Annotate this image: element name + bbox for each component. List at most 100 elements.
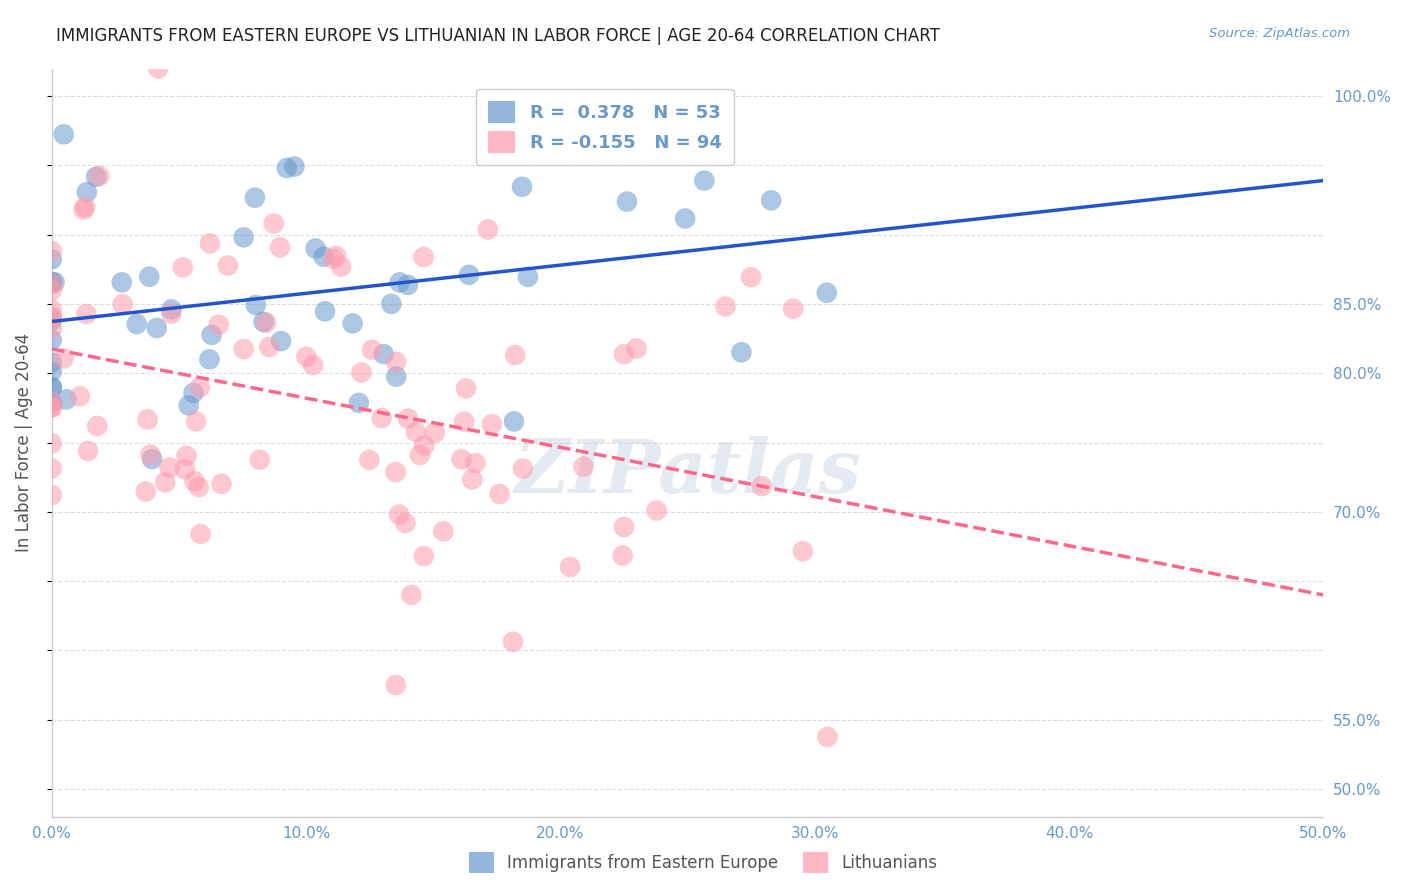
Point — [188, 380, 211, 394]
Point — [41, 284, 63, 298]
Point — [232, 230, 254, 244]
Point — [249, 452, 271, 467]
Point — [730, 345, 752, 359]
Point — [385, 369, 408, 384]
Point — [714, 300, 737, 314]
Point — [200, 327, 222, 342]
Point — [432, 524, 454, 539]
Point — [453, 415, 475, 429]
Point — [693, 173, 716, 187]
Point — [413, 438, 436, 452]
Point — [510, 179, 533, 194]
Point — [187, 480, 209, 494]
Point — [350, 366, 373, 380]
Legend: Immigrants from Eastern Europe, Lithuanians: Immigrants from Eastern Europe, Lithuani… — [463, 846, 943, 880]
Point — [761, 194, 783, 208]
Point — [322, 252, 344, 266]
Point — [55, 392, 77, 407]
Point — [183, 385, 205, 400]
Point — [176, 449, 198, 463]
Point — [388, 508, 411, 522]
Point — [325, 249, 347, 263]
Point — [243, 191, 266, 205]
Point — [41, 395, 63, 409]
Point — [190, 527, 212, 541]
Point — [481, 417, 503, 432]
Point — [139, 448, 162, 462]
Point — [558, 560, 581, 574]
Point — [183, 474, 205, 488]
Point — [145, 321, 167, 335]
Point — [41, 333, 63, 347]
Point — [44, 275, 66, 289]
Point — [384, 465, 406, 479]
Legend: R =  0.378   N = 53, R = -0.155   N = 94: R = 0.378 N = 53, R = -0.155 N = 94 — [475, 89, 734, 165]
Point — [41, 311, 63, 326]
Point — [159, 460, 181, 475]
Point — [782, 301, 804, 316]
Point — [373, 347, 395, 361]
Point — [41, 401, 63, 415]
Point — [174, 462, 197, 476]
Point — [388, 276, 411, 290]
Point — [751, 479, 773, 493]
Point — [394, 516, 416, 530]
Point — [612, 549, 634, 563]
Point — [314, 304, 336, 318]
Point — [664, 114, 686, 128]
Point — [41, 488, 63, 502]
Point — [41, 252, 63, 267]
Point — [503, 348, 526, 362]
Point — [41, 303, 63, 318]
Point — [817, 730, 839, 744]
Point — [792, 544, 814, 558]
Point — [41, 436, 63, 450]
Point — [423, 425, 446, 440]
Point — [138, 269, 160, 284]
Point — [232, 342, 254, 356]
Point — [461, 473, 484, 487]
Point — [488, 487, 510, 501]
Point — [160, 302, 183, 317]
Point — [75, 307, 97, 321]
Point — [269, 240, 291, 254]
Point — [396, 411, 419, 425]
Point — [208, 318, 231, 332]
Point — [572, 459, 595, 474]
Point — [136, 412, 159, 426]
Point — [177, 399, 200, 413]
Point — [454, 381, 477, 395]
Text: Source: ZipAtlas.com: Source: ZipAtlas.com — [1209, 27, 1350, 40]
Point — [330, 260, 353, 274]
Point — [125, 317, 148, 331]
Point — [52, 351, 75, 366]
Point — [283, 160, 305, 174]
Point — [626, 342, 648, 356]
Point — [673, 211, 696, 226]
Point — [259, 340, 281, 354]
Point — [217, 259, 239, 273]
Point — [412, 250, 434, 264]
Point — [270, 334, 292, 348]
Text: IMMIGRANTS FROM EASTERN EUROPE VS LITHUANIAN IN LABOR FORCE | AGE 20-64 CORRELAT: IMMIGRANTS FROM EASTERN EUROPE VS LITHUA… — [56, 27, 941, 45]
Point — [245, 298, 267, 312]
Point — [41, 365, 63, 379]
Point — [516, 269, 538, 284]
Point — [503, 414, 526, 428]
Point — [141, 452, 163, 467]
Point — [477, 222, 499, 236]
Point — [263, 217, 285, 231]
Point — [359, 453, 381, 467]
Point — [72, 202, 94, 217]
Point — [409, 448, 432, 462]
Point — [252, 315, 274, 329]
Point — [512, 461, 534, 475]
Point — [41, 380, 63, 394]
Point — [41, 380, 63, 394]
Point — [75, 200, 97, 214]
Point — [148, 62, 170, 76]
Point — [84, 169, 107, 184]
Point — [198, 236, 221, 251]
Point — [405, 425, 427, 439]
Point — [41, 394, 63, 409]
